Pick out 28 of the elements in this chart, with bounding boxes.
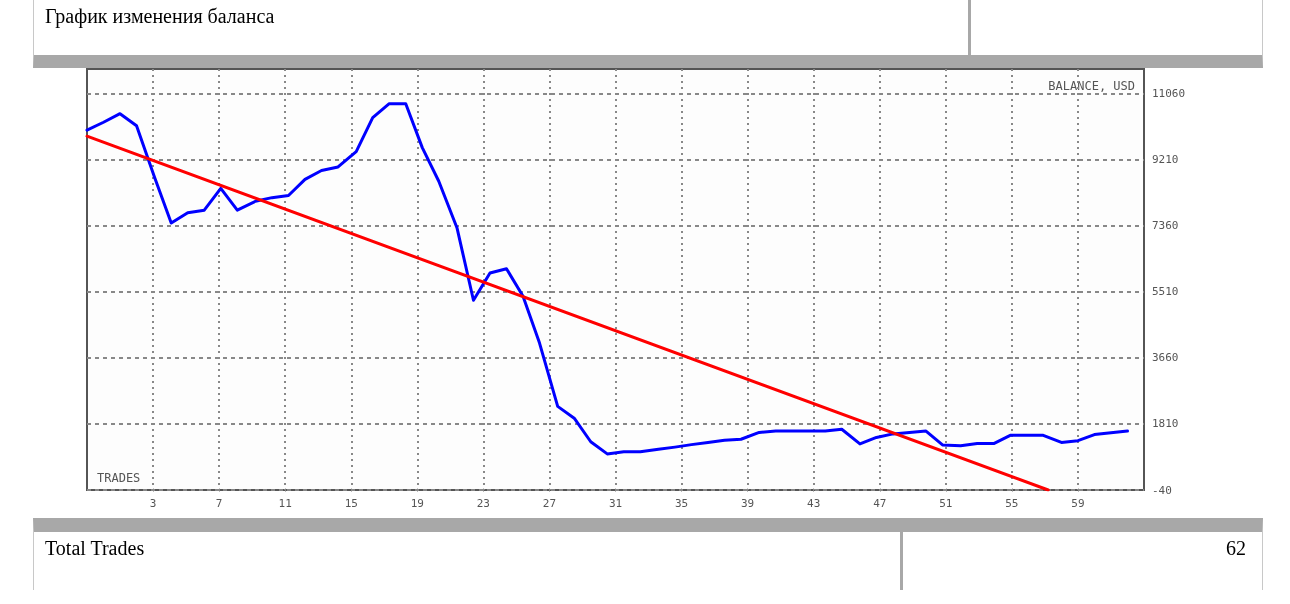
x-tick-label: 43 bbox=[807, 497, 821, 510]
x-tick-label: 3 bbox=[149, 497, 157, 510]
x-tick-label: 7 bbox=[215, 497, 223, 510]
x-tick-label: 55 bbox=[1005, 497, 1019, 510]
y-tick-label: 7360 bbox=[1152, 219, 1179, 233]
line-series bbox=[85, 102, 1129, 456]
x-tick-label: 59 bbox=[1071, 497, 1085, 510]
x-tick-label: 15 bbox=[344, 497, 358, 510]
text: 62 bbox=[1226, 536, 1246, 560]
y-tick-label: 3660 bbox=[1152, 351, 1179, 365]
x-tick-label: 23 bbox=[476, 497, 490, 510]
y-tick-label: 11060 bbox=[1152, 86, 1186, 100]
y-tick-label: -40 bbox=[1152, 483, 1172, 497]
x-tick-label: 27 bbox=[542, 497, 557, 510]
y-tick-label: 9210 bbox=[1152, 152, 1179, 166]
x-axis-title: TRADES bbox=[97, 471, 141, 485]
x-tick-label: 39 bbox=[741, 497, 755, 510]
x-tick-label: 31 bbox=[608, 497, 623, 510]
y-tick-label: 1810 bbox=[1152, 417, 1179, 431]
x-tick-label: 47 bbox=[873, 497, 887, 510]
y-axis-title: BALANCE, USD bbox=[1048, 79, 1136, 93]
x-tick-label: 11 bbox=[278, 497, 292, 510]
x-tick-label: 19 bbox=[410, 497, 424, 510]
x-tick-label: 51 bbox=[939, 497, 953, 510]
chart-title: График изменения баланса bbox=[45, 4, 275, 28]
text: Total Trades bbox=[45, 536, 145, 560]
y-tick-label: 5510 bbox=[1152, 285, 1179, 299]
x-tick-label: 35 bbox=[674, 497, 689, 510]
